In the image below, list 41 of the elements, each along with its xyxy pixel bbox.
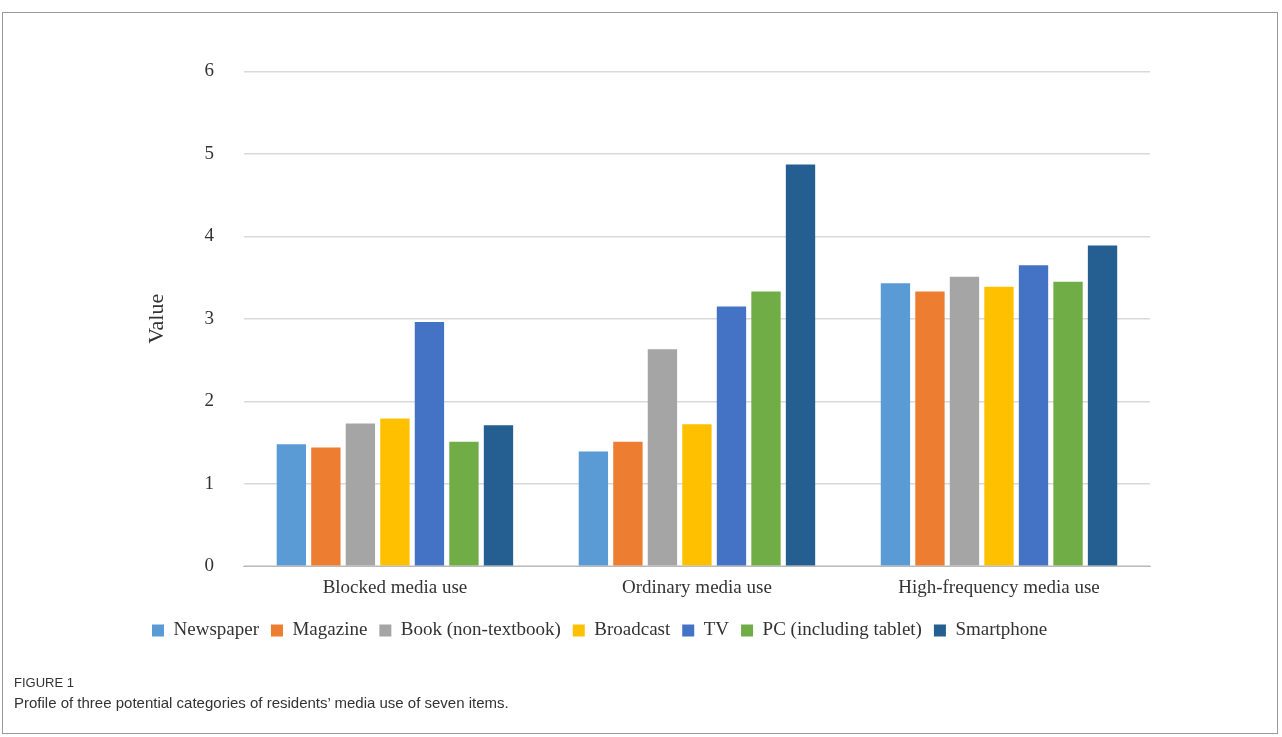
legend-label: Broadcast	[594, 618, 671, 640]
bar	[311, 447, 341, 566]
bar	[483, 425, 514, 566]
y-tick-label: 1	[204, 471, 214, 493]
bar	[613, 441, 643, 566]
bar	[751, 291, 781, 566]
legend-label: PC (including tablet)	[762, 618, 922, 641]
y-tick-label: 3	[204, 306, 214, 328]
bar	[414, 322, 445, 566]
bar	[647, 349, 678, 566]
text: Profile of three potential categories of residents’ media use of seven items.	[14, 694, 509, 711]
bar	[345, 423, 376, 566]
y-tick-label: 6	[204, 59, 214, 81]
bar	[682, 424, 712, 566]
bar	[578, 451, 609, 566]
legend-label: Smartphone	[955, 618, 1048, 640]
legend-label: Book (non-textbook)	[400, 618, 561, 641]
caption: FIGURE 1	[14, 675, 75, 690]
x-tick-label: High-frequency media use	[898, 575, 1100, 597]
bar	[1018, 265, 1049, 566]
bar	[1053, 281, 1083, 566]
bar	[716, 306, 747, 566]
x-tick-label: Blocked media use	[322, 575, 468, 597]
bar	[880, 283, 911, 566]
bar	[949, 276, 980, 566]
bar	[1087, 245, 1118, 566]
y-axis-title: Value	[142, 293, 168, 344]
legend-label: Newspaper	[173, 618, 260, 640]
bar	[915, 291, 945, 566]
x-tick-label: Ordinary media use	[622, 575, 772, 597]
y-tick-label: 0	[204, 554, 214, 576]
y-tick-label: 2	[204, 389, 214, 411]
legend-label: TV	[703, 618, 730, 640]
bar	[785, 164, 816, 566]
y-tick-label: 5	[204, 141, 214, 163]
bar	[380, 418, 410, 566]
bar	[984, 286, 1014, 566]
bar	[449, 441, 479, 566]
bar	[276, 444, 307, 566]
legend-label: Magazine	[292, 618, 368, 640]
y-tick-label: 4	[204, 224, 215, 246]
